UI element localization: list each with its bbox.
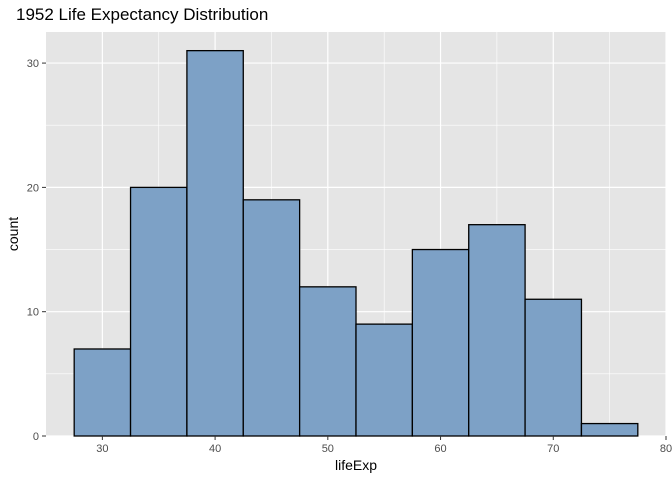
x-tick-label: 60 — [434, 443, 446, 455]
histogram-bar — [186, 49, 244, 437]
histogram-bar — [129, 186, 188, 437]
histogram-bar — [468, 224, 526, 437]
y-axis-title: count — [5, 217, 21, 251]
y-tick-label: 20 — [27, 182, 39, 194]
histogram-bar — [411, 248, 470, 437]
y-tick-label: 30 — [27, 58, 39, 70]
y-axis: 0 10 20 30 — [27, 58, 46, 443]
histogram-bar — [524, 298, 583, 437]
x-tick-label: 40 — [209, 443, 221, 455]
bars — [73, 49, 639, 437]
histogram-bar — [298, 286, 357, 437]
chart-title: 1952 Life Expectancy Distribution — [16, 5, 269, 24]
histogram-bar — [73, 348, 132, 437]
y-tick-label: 0 — [33, 431, 39, 443]
histogram-bar — [242, 199, 301, 437]
x-tick-label: 30 — [96, 443, 108, 455]
histogram-bar — [355, 323, 414, 437]
x-tick-label: 70 — [547, 443, 559, 455]
histogram-bar — [580, 422, 639, 437]
x-tick-label: 50 — [322, 443, 334, 455]
x-axis: 30 40 50 60 70 80 — [96, 436, 672, 455]
x-axis-title: lifeExp — [335, 457, 377, 473]
y-tick-label: 10 — [27, 307, 39, 319]
x-tick-label: 80 — [660, 443, 672, 455]
